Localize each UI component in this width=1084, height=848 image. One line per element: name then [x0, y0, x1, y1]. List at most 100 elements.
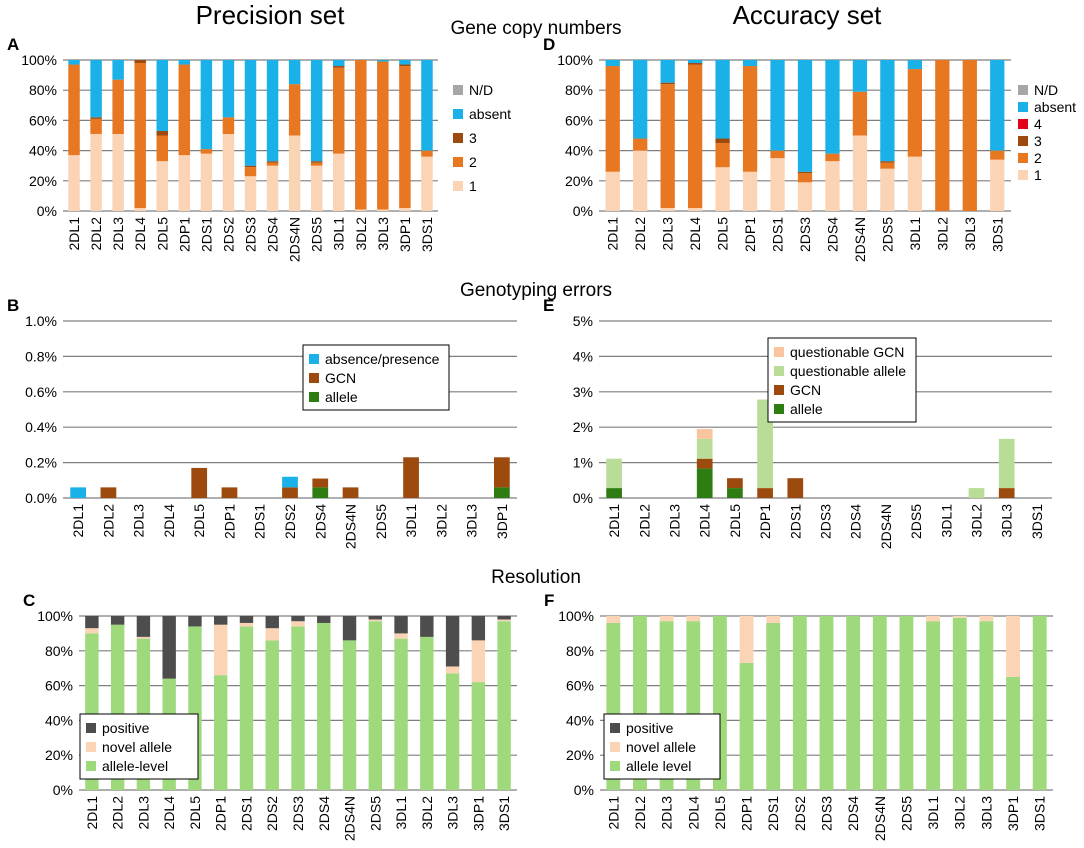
- bar-segment-2dl3-1: [112, 133, 124, 211]
- bar-segment-3dl1-1: [907, 156, 923, 211]
- bar-segment-2dl4-2: [134, 63, 146, 208]
- x-tick-label-2ds3: 2DS3: [819, 796, 835, 831]
- legend-swatch-novel-allele: [610, 742, 620, 752]
- panel-label-c: C: [23, 591, 35, 610]
- chart-c: C 0% 20% 40% 60% 80% 100% 2DL1 2DL2 2DL3 2DL4 2DL5 2…: [23, 591, 517, 841]
- bar-segment-2dl5-allele: [727, 488, 743, 498]
- bar-segment-2ds3-absent: [244, 60, 257, 166]
- bar-segment-2dl5-absent: [156, 60, 168, 131]
- x-tick-label-2dl1: 2DL1: [606, 504, 622, 538]
- bar-segment-3dl1-1: [333, 153, 345, 211]
- bar-segment-2dl4-1: [687, 207, 703, 211]
- legend-label-2: 2: [1034, 150, 1042, 166]
- bar-segment-3ds1-positive: [497, 616, 511, 620]
- legend-label-novel-allele: novel allele: [626, 739, 696, 755]
- bar-segment-3ds1-absent: [990, 60, 1005, 151]
- panel-label-a: A: [7, 35, 19, 54]
- legend-swatch-3: [453, 133, 463, 143]
- bar-segment-2ds5-1: [310, 165, 323, 211]
- legend-label-allele: allele: [790, 401, 823, 417]
- x-tick-label-3dl1: 3DL1: [938, 504, 954, 538]
- legend-swatch-positive: [610, 723, 620, 733]
- y-tick-label: 20%: [29, 173, 57, 189]
- x-tick-label-3dl2: 3DL2: [952, 796, 968, 830]
- y-tick-label: 0.6%: [25, 384, 57, 400]
- x-tick-label-2dl1: 2DL1: [605, 217, 621, 251]
- legend-c: positive novel allele allele-level: [79, 713, 199, 780]
- x-tick-label-3dl3: 3DL3: [445, 796, 461, 830]
- x-tick-label-2dl3: 2DL3: [131, 504, 147, 538]
- bar-segment-3dl2-novel-allele: [952, 616, 967, 618]
- bar-segment-2ds4-positive: [317, 616, 331, 623]
- bar-segment-3ds1-2: [421, 150, 433, 157]
- legend-box: [603, 713, 721, 780]
- bar-segment-2ds2-2: [222, 117, 235, 134]
- x-tick-label-2dl4: 2DL4: [685, 796, 701, 830]
- bar-segment-2dl4-absent: [687, 60, 703, 64]
- x-tick-label-2dl3: 2DL3: [660, 217, 676, 251]
- bar-segment-3dl1-novel-allele: [926, 616, 941, 622]
- bar-segment-2dp1-absent: [742, 60, 758, 67]
- bar-segment-2ds2-allele-level: [265, 640, 279, 790]
- legend-box: [302, 344, 450, 411]
- x-tick-label-3dl1: 3DL1: [907, 217, 923, 251]
- legend-label-4: 4: [1034, 116, 1042, 132]
- bar-segment-2dl5-1: [156, 161, 168, 211]
- bar-segment-3dp1-allele-level: [1006, 676, 1020, 790]
- y-tick-label: 0%: [37, 203, 57, 219]
- bar-segment-2dp1-1: [178, 155, 191, 211]
- bar-segment-3ds1-1: [421, 156, 433, 211]
- bar-segment-2ds1-absent: [200, 60, 213, 150]
- x-tick-label-2ds5: 2DS5: [898, 796, 914, 831]
- x-tick-label-2dl3: 2DL3: [110, 217, 126, 251]
- x-tick-label-2ds1: 2DS1: [787, 504, 803, 539]
- x-tick-label-2dl1: 2DL1: [70, 504, 86, 538]
- bar-segment-3dp1-novel-allele: [471, 640, 486, 683]
- x-tick-label-2ds4: 2DS4: [848, 504, 864, 539]
- chart-b: B 0.0% 0.2% 0.4% 0.6% 0.8% 1.0% 2DL1 2DL2 2DL3 2DL…: [7, 296, 517, 549]
- x-tick-label-2dl5: 2DL5: [712, 796, 728, 830]
- bar-segment-2ds1-gcn: [787, 478, 804, 498]
- y-tick-label: 40%: [565, 143, 593, 159]
- bar-segment-3dp1-2: [399, 66, 411, 208]
- y-tick-label: 0.4%: [25, 419, 57, 435]
- legend-swatch-2: [1018, 153, 1028, 163]
- y-tick-label: 80%: [566, 643, 594, 659]
- x-tick-label-2dl5: 2DL5: [187, 796, 203, 830]
- y-tick-label: 40%: [566, 712, 594, 728]
- bar-segment-2ds1-1: [200, 153, 213, 211]
- bar-segment-3dl1-allele-level: [926, 621, 941, 790]
- legend-label-allele-level: allele level: [626, 758, 691, 774]
- x-tick-label-2ds1: 2DS1: [765, 796, 781, 831]
- x-tick-label-3ds1: 3DS1: [1032, 796, 1048, 831]
- bar-segment-2ds4-1: [825, 161, 840, 211]
- bar-segment-2dl5-positive: [188, 616, 202, 627]
- bar-segment-2dl1-2: [605, 66, 620, 172]
- legend-label-3: 3: [1034, 133, 1042, 149]
- panel-label-f: F: [544, 591, 554, 610]
- y-tick-label: 60%: [45, 678, 73, 694]
- bar-segment-2dl3-3: [660, 82, 675, 85]
- y-tick-label: 100%: [21, 52, 57, 68]
- bar-segment-2ds4n-1: [852, 135, 868, 211]
- legend-b: absence/presence GCN allele: [302, 344, 450, 411]
- x-tick-label-2ds5: 2DS5: [879, 217, 895, 252]
- bar-segment-2ds3-1: [797, 182, 813, 211]
- y-tick-label: 20%: [45, 747, 73, 763]
- x-tick-label-2ds2: 2DS2: [282, 504, 298, 539]
- y-tick-label: 100%: [37, 608, 73, 624]
- bar-segment-2ds2-novel-allele: [265, 628, 279, 641]
- bar-segment-2dl4-novel-allele: [686, 616, 701, 622]
- precision-set-heading: Precision set: [196, 0, 346, 30]
- bar-segment-3dl2-1: [355, 209, 367, 211]
- bar-segment-3dl3-1: [377, 209, 389, 211]
- bar-segment-3dl3-allele-level: [445, 673, 460, 790]
- bar-segment-2dp1-2: [178, 64, 191, 156]
- x-tick-label-2dl3: 2DL3: [667, 504, 683, 538]
- bar-segment-2ds2-1: [222, 133, 235, 211]
- bar-segment-2ds5-1: [880, 168, 895, 211]
- bar-segment-3dp1-positive: [471, 616, 486, 641]
- legend-swatch-questionable-allele: [774, 366, 784, 376]
- resolution-heading: Resolution: [491, 567, 581, 588]
- bar-segment-2ds4-absent: [266, 60, 279, 162]
